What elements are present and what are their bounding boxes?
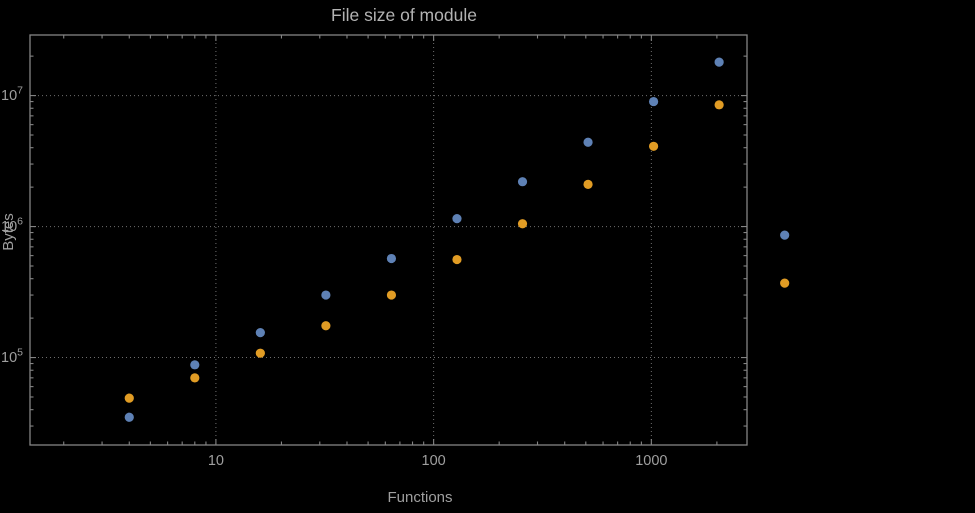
data-point-blue [583, 137, 593, 147]
data-point-blue [321, 290, 331, 300]
data-point-blue [255, 328, 265, 338]
y-tick-label: 107 [1, 85, 23, 105]
x-tick-label: 100 [422, 453, 446, 469]
data-point-orange [386, 290, 397, 300]
data-point-blue [190, 360, 200, 370]
tick-layer [30, 35, 747, 445]
data-point-blue [124, 412, 134, 422]
data-point-orange [452, 254, 462, 265]
points-layer [124, 57, 790, 422]
data-point-orange [714, 100, 724, 110]
data-point-blue [452, 214, 462, 224]
y-tick-label: 106 [1, 216, 23, 236]
tick-label-layer: 10 100 1000 105 106 107 [1, 85, 667, 469]
grid-layer [30, 35, 747, 445]
data-point-orange [517, 219, 528, 229]
data-point-orange [583, 179, 593, 189]
frame-layer [29, 34, 748, 446]
data-point-orange [124, 393, 134, 403]
y-axis-label: Bytes [0, 213, 17, 251]
plot-frame [29, 34, 748, 446]
data-point-blue [714, 57, 724, 67]
data-point-orange [255, 348, 265, 358]
data-point-orange [648, 141, 659, 151]
x-axis-label: Functions [387, 489, 452, 506]
chart-title: File size of module [331, 5, 477, 25]
data-point-orange [780, 278, 790, 288]
x-tick-label: 10 [208, 453, 224, 469]
data-point-orange [190, 373, 200, 383]
y-tick-label: 105 [1, 347, 23, 367]
data-point-orange [321, 321, 331, 331]
data-point-blue [517, 177, 528, 187]
data-point-blue [780, 230, 790, 240]
data-point-blue [386, 253, 397, 264]
data-point-blue [648, 96, 659, 107]
x-tick-label: 1000 [635, 453, 667, 469]
